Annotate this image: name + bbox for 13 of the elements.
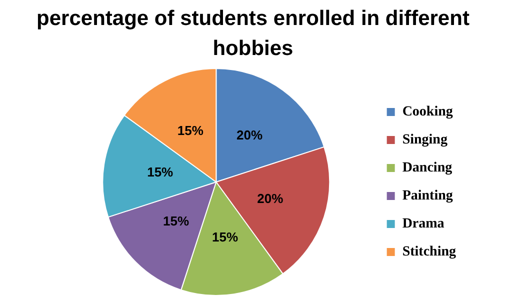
- legend-label: Stitching: [402, 244, 456, 260]
- chart-title: percentage of students enrolled in different hobbies: [36, 6, 470, 62]
- data-label: 15%: [147, 164, 174, 180]
- data-label: 20%: [236, 128, 263, 143]
- data-label: 15%: [163, 214, 190, 229]
- legend-label: Drama: [402, 216, 444, 232]
- data-label: 15%: [177, 123, 204, 138]
- legend-label: Cooking: [402, 104, 453, 120]
- data-label: 15%: [212, 230, 238, 245]
- data-label: 20%: [257, 191, 284, 206]
- legend-label: Painting: [402, 188, 453, 204]
- legend-label: Singing: [402, 132, 448, 148]
- legend-label: Dancing: [402, 160, 452, 176]
